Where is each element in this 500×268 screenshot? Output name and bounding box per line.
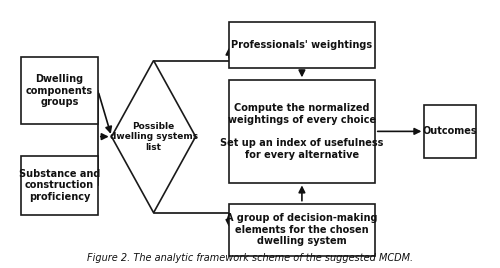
Bar [229,22,375,68]
Bar [424,105,476,158]
Text: Possible
dwelling systems
list: Possible dwelling systems list [110,122,198,151]
Bar [22,156,98,215]
Text: Professionals' weightings: Professionals' weightings [232,40,372,50]
Bar [22,57,98,124]
Text: Substance and
construction
proficiency: Substance and construction proficiency [19,169,100,202]
Text: Compute the normalized
weightings of every choice

Set up an index of usefulness: Compute the normalized weightings of eve… [220,103,384,159]
Bar [229,80,375,183]
Text: Outcomes: Outcomes [423,126,478,136]
Bar [229,204,375,256]
Polygon shape [112,61,196,213]
Text: A group of decision-making
elements for the chosen
dwelling system: A group of decision-making elements for … [226,213,378,246]
Text: Figure 2. The analytic framework scheme of the suggested MCDM.: Figure 2. The analytic framework scheme … [87,253,413,263]
Text: Dwelling
components
groups: Dwelling components groups [26,74,93,107]
